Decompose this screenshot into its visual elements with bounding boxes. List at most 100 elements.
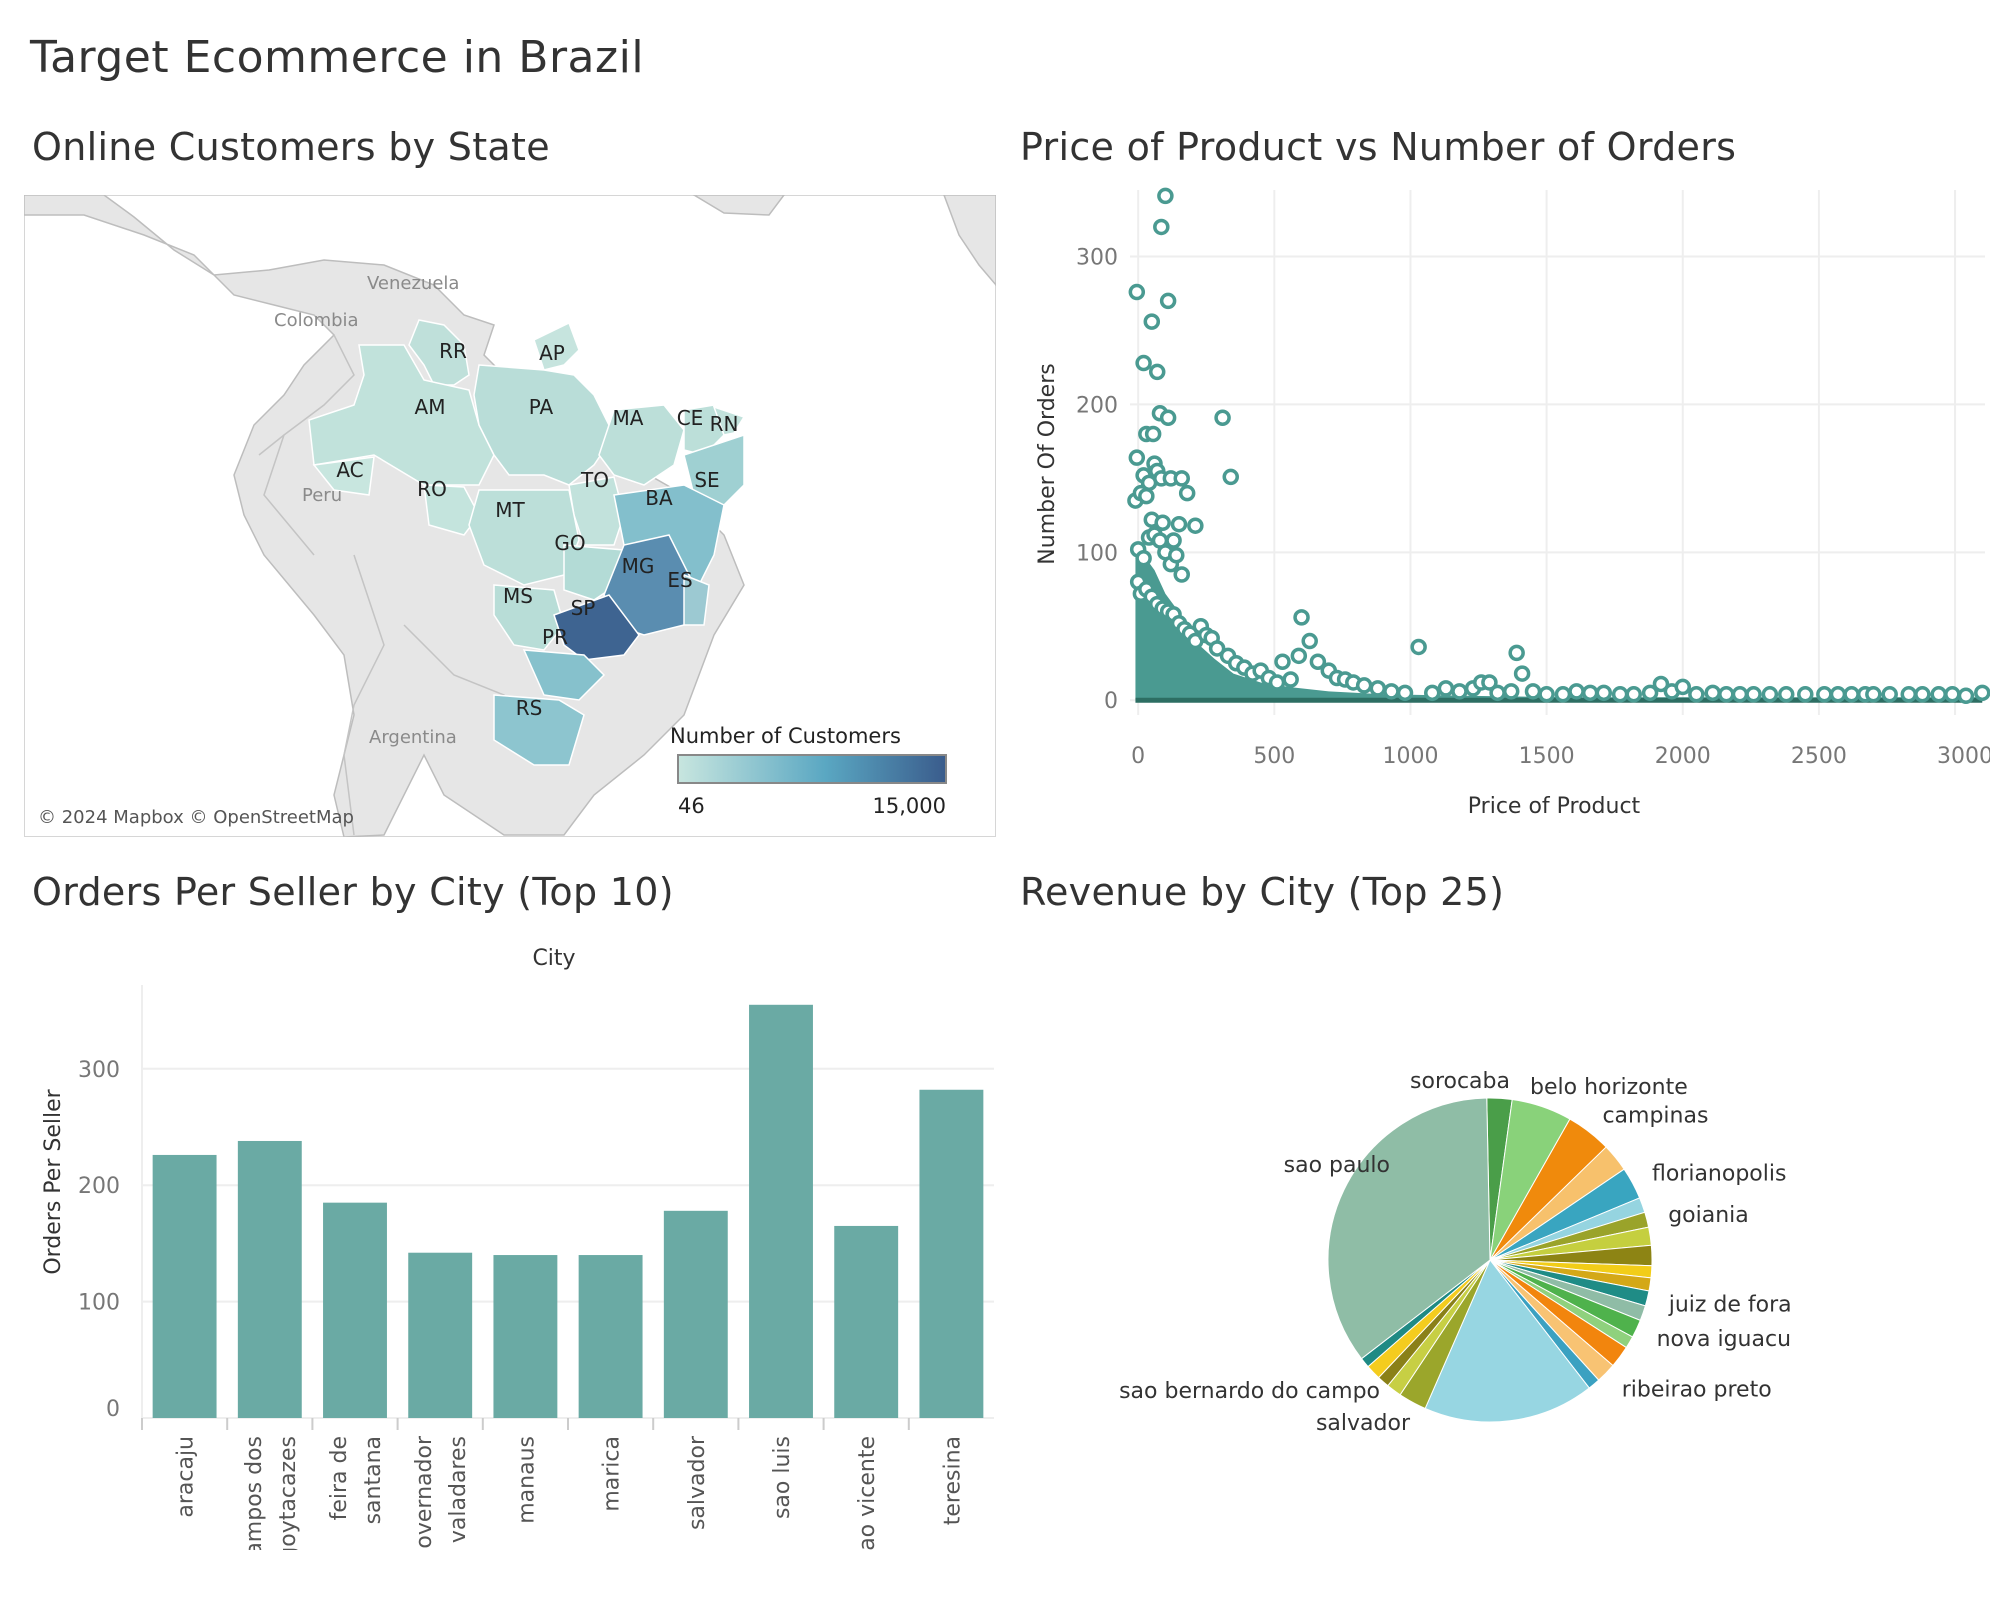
state-RS[interactable] <box>493 694 585 766</box>
scatter-point[interactable] <box>1502 683 1520 700</box>
scatter-point[interactable] <box>1777 686 1795 703</box>
scatter-point[interactable] <box>1704 684 1721 702</box>
pie-slices[interactable] <box>1327 1097 1653 1423</box>
scatter-point[interactable] <box>1168 547 1185 564</box>
state-AC[interactable] <box>312 456 375 496</box>
choropleth-map[interactable]: Venezuela Colombia Peru Argentina RR AP … <box>24 195 996 837</box>
scatter-point[interactable] <box>1641 684 1659 702</box>
scatter-point[interactable] <box>1625 686 1642 703</box>
scatter-point[interactable] <box>1957 687 1975 705</box>
scatter-point[interactable] <box>1944 686 1961 703</box>
scatter-point[interactable] <box>1595 684 1613 702</box>
scatter-point[interactable] <box>1290 647 1308 665</box>
state-MA[interactable] <box>598 404 685 486</box>
pie-slice[interactable] <box>1327 1097 1491 1360</box>
scatter-chart[interactable]: 0 500 1000 1500 2000 2500 3000 0 100 200 300 Price… <box>1010 180 1990 840</box>
state-ES[interactable] <box>683 573 710 626</box>
scatter-point[interactable] <box>1159 292 1177 310</box>
scatter-points[interactable] <box>1127 187 1990 705</box>
scatter-point[interactable] <box>1513 665 1531 682</box>
scatter-point[interactable] <box>1674 678 1692 696</box>
scatter-point[interactable] <box>1865 686 1882 703</box>
state-AP[interactable] <box>533 321 580 371</box>
scatter-point[interactable] <box>1148 363 1166 381</box>
scatter-point[interactable] <box>1144 425 1162 443</box>
scatter-point[interactable] <box>1396 684 1414 702</box>
scatter-point[interactable] <box>1135 549 1152 567</box>
scatter-point[interactable] <box>1797 686 1814 703</box>
scatter-point[interactable] <box>1128 283 1146 301</box>
scatter-point[interactable] <box>1538 686 1555 703</box>
scatter-point[interactable] <box>1309 653 1327 671</box>
state-RR[interactable] <box>408 319 470 386</box>
scatter-point[interactable] <box>1745 686 1762 703</box>
scatter-point[interactable] <box>1154 514 1171 531</box>
scatter-point[interactable] <box>1581 684 1599 702</box>
bar-bars[interactable] <box>152 1004 984 1418</box>
scatter-point[interactable] <box>1187 517 1204 534</box>
scatter-point[interactable] <box>1881 686 1898 703</box>
bar[interactable] <box>237 1140 302 1418</box>
pie-chart[interactable]: sorocaba belo horizonte campinas florianopo… <box>1010 1030 1990 1550</box>
scatter-point[interactable] <box>1282 671 1299 688</box>
bar[interactable] <box>152 1154 217 1418</box>
bar[interactable] <box>663 1210 728 1418</box>
state-AM[interactable] <box>308 344 495 486</box>
scatter-point[interactable] <box>1718 686 1735 703</box>
scatter-point[interactable] <box>1568 683 1585 700</box>
scatter-point[interactable] <box>1930 686 1947 703</box>
scatter-point[interactable] <box>1369 680 1387 697</box>
scatter-point[interactable] <box>1481 674 1498 691</box>
scatter-point[interactable] <box>1355 677 1373 694</box>
scatter-point[interactable] <box>1843 686 1860 703</box>
scatter-point[interactable] <box>1138 487 1155 505</box>
state-SP[interactable] <box>553 594 640 661</box>
scatter-point[interactable] <box>1816 686 1833 703</box>
scatter-point[interactable] <box>1128 449 1146 466</box>
bar[interactable] <box>834 1225 899 1418</box>
bar[interactable] <box>749 1004 813 1418</box>
state-RN[interactable] <box>712 405 746 436</box>
bar[interactable] <box>919 1089 984 1418</box>
state-MT[interactable] <box>468 489 580 586</box>
scatter-point[interactable] <box>1293 609 1310 626</box>
scatter-point[interactable] <box>1900 686 1918 703</box>
scatter-point[interactable] <box>1489 684 1506 702</box>
scatter-point[interactable] <box>1208 640 1226 657</box>
scatter-point[interactable] <box>1423 684 1441 702</box>
scatter-point[interactable] <box>1268 674 1286 691</box>
scatter-point[interactable] <box>1173 470 1190 487</box>
bar[interactable] <box>323 1202 387 1418</box>
scatter-point[interactable] <box>1611 686 1629 703</box>
bar[interactable] <box>578 1255 643 1418</box>
scatter-point[interactable] <box>1731 686 1749 703</box>
scatter-point[interactable] <box>1383 683 1400 700</box>
scatter-point[interactable] <box>1143 313 1161 330</box>
scatter-point[interactable] <box>1524 683 1542 700</box>
map-states[interactable] <box>308 319 746 766</box>
bar[interactable] <box>493 1255 558 1418</box>
scatter-point[interactable] <box>1214 409 1231 426</box>
bar[interactable] <box>408 1252 473 1418</box>
state-MS[interactable] <box>493 584 565 651</box>
scatter-point[interactable] <box>1451 683 1468 700</box>
scatter-point[interactable] <box>1170 515 1188 533</box>
scatter-point[interactable] <box>1829 686 1847 703</box>
scatter-point[interactable] <box>1410 638 1427 656</box>
scatter-point[interactable] <box>1135 354 1152 372</box>
scatter-point[interactable] <box>1173 566 1190 583</box>
scatter-point[interactable] <box>1157 187 1174 205</box>
pie-slice[interactable] <box>1424 1259 1590 1423</box>
scatter-point[interactable] <box>1914 686 1931 703</box>
scatter-point[interactable] <box>1652 675 1670 693</box>
scatter-point[interactable] <box>1437 680 1455 697</box>
scatter-point[interactable] <box>1222 468 1239 486</box>
scatter-point[interactable] <box>1761 686 1779 703</box>
scatter-point[interactable] <box>1274 653 1291 671</box>
state-PR[interactable] <box>522 649 606 701</box>
bar-chart[interactable]: City Orders Per Seller 0 100 200 300 aracaj… <box>24 930 1004 1550</box>
scatter-point[interactable] <box>1508 644 1525 662</box>
scatter-point[interactable] <box>1554 686 1572 703</box>
scatter-point[interactable] <box>1153 218 1170 236</box>
scatter-point[interactable] <box>1159 409 1177 426</box>
